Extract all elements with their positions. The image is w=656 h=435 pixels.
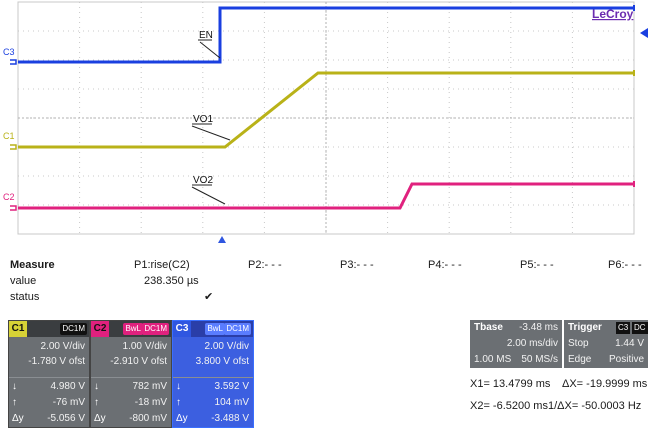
measure-row-status: status — [10, 291, 40, 303]
timebase-tdiv: 2.00 ms/div — [506, 338, 558, 349]
trigger-slope: Positive — [608, 354, 644, 365]
channel-marker-c3: C3 — [3, 47, 15, 57]
dy-c2: -800 mV — [129, 413, 167, 424]
measure-value-p1: 238.350 µs — [144, 275, 199, 287]
bwl-badge-c2: BwL — [123, 323, 143, 335]
graticule-grid — [17, 1, 635, 235]
low-arrow-icon: ↓ — [94, 381, 99, 392]
trigger-label: Trigger — [568, 322, 602, 333]
timebase-delay: -3.48 ms — [519, 322, 558, 333]
high-arrow-icon: ↑ — [176, 397, 181, 408]
coupling-badge-c2: DC1M — [142, 323, 169, 335]
measure-param-p4[interactable]: P4:- - - — [428, 259, 462, 271]
trace-c2 — [18, 182, 634, 210]
bwl-badge-c3: BwL — [205, 323, 225, 335]
measure-row-value: value — [10, 275, 37, 287]
timebase-samples: 1.00 MS — [474, 354, 512, 365]
coupling-badge-c1: DC1M — [60, 323, 87, 335]
annotation-vo1: VO1 — [193, 114, 213, 125]
channel-tag-c1: C1 — [9, 321, 27, 337]
offset-c2: -2.910 V ofst — [110, 356, 167, 367]
high-c3: 104 mV — [214, 397, 249, 408]
trigger-box[interactable]: Trigger C3 DC Stop 1.44 V Edge Positive — [564, 320, 648, 368]
brand-logo: LeCroy — [592, 7, 634, 21]
vdiv-c3: 2.00 V/div — [204, 341, 249, 352]
timebase-rate: 50 MS/s — [521, 354, 558, 365]
channel-tag-c2: C2 — [91, 321, 109, 337]
channel-marker-c2: C2 — [3, 192, 15, 202]
measure-status-p1: ✔ — [204, 291, 214, 303]
trigger-type: Edge — [568, 354, 592, 365]
timebase-box[interactable]: Tbase -3.48 ms 2.00 ms/div — [470, 320, 562, 352]
trigger-source: C3 — [616, 322, 631, 334]
measure-param-p3[interactable]: P3:- - - — [340, 259, 374, 271]
delta-y-icon: Δy — [176, 413, 188, 424]
channel-marker-c1: C1 — [3, 131, 15, 141]
annotation-en: EN — [199, 30, 213, 41]
high-c2: -18 mV — [134, 397, 167, 408]
low-c3: 3.592 V — [214, 381, 249, 392]
cursor-x1: X1= 13.4799 ms — [470, 378, 551, 390]
trigger-level: 1.44 V — [615, 338, 644, 349]
dy-c3: -3.488 V — [211, 413, 249, 424]
high-arrow-icon: ↑ — [94, 397, 99, 408]
low-arrow-icon: ↓ — [12, 381, 17, 392]
cursor-inv-dx: 1/ΔX= -50.0003 Hz — [548, 400, 642, 412]
offset-c3: 3.800 V ofst — [195, 356, 249, 367]
cursor-x2: X2= -6.5200 ms — [470, 400, 548, 412]
delta-y-icon: Δy — [12, 413, 24, 424]
measure-param-p2[interactable]: P2:- - - — [248, 259, 282, 271]
low-c2: 782 mV — [132, 381, 167, 392]
vdiv-c2: 1.00 V/div — [122, 341, 167, 352]
low-c1: 4.980 V — [50, 381, 85, 392]
trace-c3 — [18, 6, 634, 64]
high-c1: -76 mV — [52, 397, 85, 408]
trigger-level-marker — [640, 28, 648, 38]
cursor-dx: ΔX= -19.9999 ms — [562, 378, 648, 390]
measure-param-p6[interactable]: P6:- - - — [608, 259, 642, 271]
low-arrow-icon: ↓ — [176, 381, 181, 392]
timebase-label: Tbase — [474, 322, 503, 333]
measure-title: Measure — [10, 259, 55, 271]
channel-tag-c3: C3 — [173, 321, 191, 337]
timebase-sampling: 1.00 MS 50 MS/s — [470, 352, 562, 368]
measure-table: Measure value status P1:rise(C2) 238.350… — [0, 247, 656, 317]
dy-c1: -5.056 V — [47, 413, 85, 424]
trigger-position-marker — [218, 236, 226, 243]
trigger-mode: Stop — [568, 338, 589, 349]
coupling-badge-c3: DC1M — [224, 323, 251, 335]
trigger-coupling: DC — [632, 322, 648, 334]
channel-box-c3[interactable]: C3 BwL DC1M 2.00 V/div 3.800 V ofst ↓ 3.… — [172, 320, 254, 428]
scope-display: EN VO1 VO2 C3 C1 C2 LeCroy — [3, 1, 648, 243]
trace-c1 — [18, 71, 634, 149]
high-arrow-icon: ↑ — [12, 397, 17, 408]
measure-param-p1[interactable]: P1:rise(C2) — [134, 259, 190, 271]
offset-c1: -1.780 V ofst — [28, 356, 85, 367]
measure-param-p5[interactable]: P5:- - - — [520, 259, 554, 271]
vdiv-c1: 2.00 V/div — [40, 341, 85, 352]
delta-y-icon: Δy — [94, 413, 106, 424]
channel-box-c1[interactable]: C1 DC1M 2.00 V/div -1.780 V ofst ↓ 4.980… — [8, 320, 90, 428]
annotation-vo2: VO2 — [193, 175, 213, 186]
channel-box-c2[interactable]: C2 BwL DC1M 1.00 V/div -2.910 V ofst ↓ 7… — [90, 320, 172, 428]
